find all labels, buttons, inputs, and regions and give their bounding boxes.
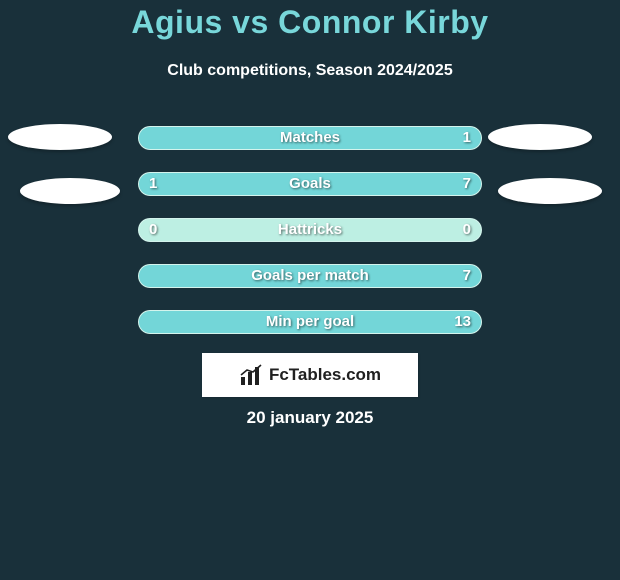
date-label: 20 january 2025 xyxy=(0,408,620,428)
logo-text: FcTables.com xyxy=(269,365,381,385)
decoration-oval xyxy=(488,124,592,150)
bar-value-right: 1 xyxy=(463,129,471,146)
bar-value-right: 13 xyxy=(454,313,471,330)
stat-bar-row: Min per goal13 xyxy=(138,310,482,334)
logo-box: FcTables.com xyxy=(202,353,418,397)
bar-label: Matches xyxy=(139,129,481,146)
page-title: Agius vs Connor Kirby xyxy=(0,4,620,41)
bar-label: Hattricks xyxy=(139,221,481,238)
stat-bar-row: Hattricks0 0 xyxy=(138,218,482,242)
bar-value-right: 7 xyxy=(463,175,471,192)
stat-bar-row: Goals1 7 xyxy=(138,172,482,196)
bar-value-right: 7 xyxy=(463,267,471,284)
infographic-canvas: Agius vs Connor Kirby Club competitions,… xyxy=(0,0,620,580)
bar-value-right: 0 xyxy=(463,221,471,238)
bar-label: Goals xyxy=(139,175,481,192)
stat-bar-row: Goals per match7 xyxy=(138,264,482,288)
bar-value-left: 1 xyxy=(149,175,157,192)
bar-label: Min per goal xyxy=(139,313,481,330)
stat-bar-row: Matches1 xyxy=(138,126,482,150)
decoration-oval xyxy=(498,178,602,204)
decoration-oval xyxy=(8,124,112,150)
page-subtitle: Club competitions, Season 2024/2025 xyxy=(0,62,620,80)
bar-label: Goals per match xyxy=(139,267,481,284)
chart-icon xyxy=(239,363,263,387)
stat-bars: Matches1Goals17Hattricks00Goals per matc… xyxy=(138,126,482,356)
decoration-oval xyxy=(20,178,120,204)
bar-value-left: 0 xyxy=(149,221,157,238)
